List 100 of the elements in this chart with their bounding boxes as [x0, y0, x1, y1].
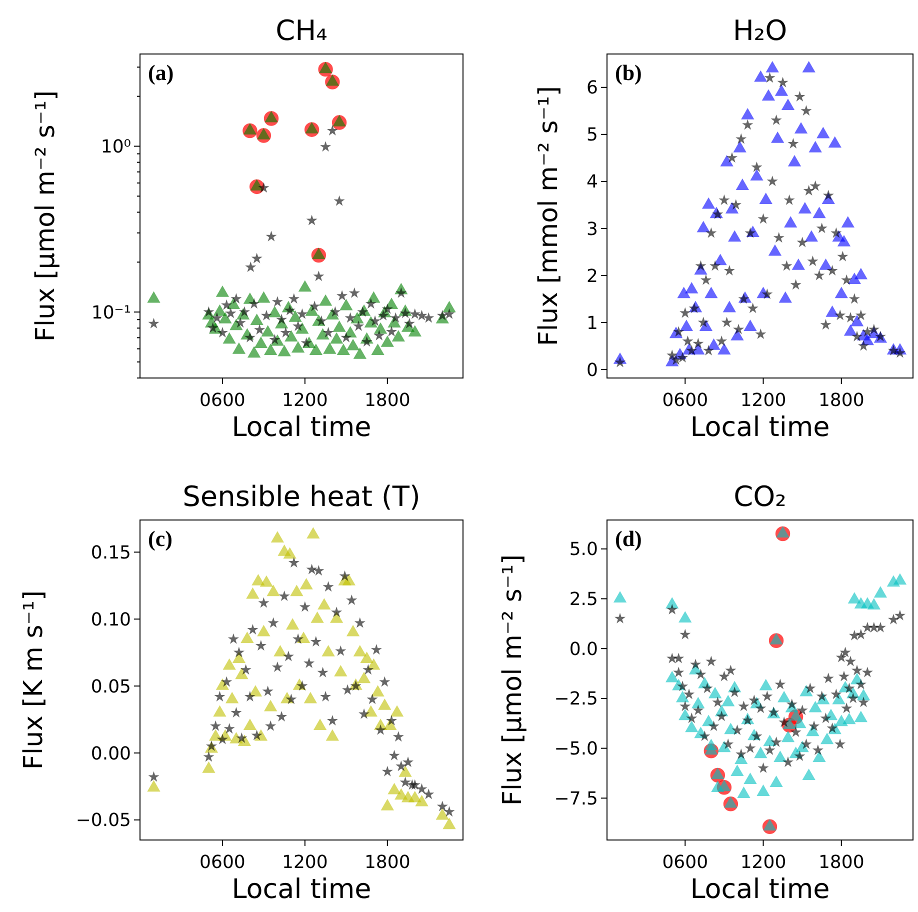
- x-tick-label: 0600: [200, 390, 246, 411]
- y-tick-label: 5.0: [569, 539, 598, 560]
- point: [244, 332, 256, 342]
- x-tick-label: 1200: [282, 390, 328, 411]
- point: [710, 768, 726, 783]
- point: [436, 310, 448, 320]
- y-tick-label: 0: [586, 360, 598, 381]
- y-tick-label: −5.0: [554, 738, 598, 760]
- chart-title: H₂O: [732, 14, 788, 47]
- point: [230, 293, 242, 304]
- point: [386, 326, 398, 336]
- x-axis-title: Local time: [232, 874, 372, 905]
- y-tick-label: 5: [586, 124, 598, 146]
- point: [704, 744, 719, 758]
- point: [390, 312, 402, 323]
- x-tick-label: 1800: [818, 852, 864, 873]
- point: [238, 306, 250, 317]
- point: [716, 780, 732, 795]
- y-tick-label: 10⁰: [100, 136, 131, 158]
- y-tick-label: 0.00: [90, 743, 131, 764]
- point: [775, 526, 790, 542]
- x-tick-label: 1800: [364, 390, 410, 411]
- point: [396, 287, 407, 298]
- chart-title: CH₄: [276, 14, 328, 47]
- point: [365, 298, 376, 309]
- point: [344, 312, 356, 323]
- point: [292, 320, 304, 332]
- point: [313, 270, 324, 282]
- point: [296, 308, 308, 319]
- point: [340, 332, 352, 342]
- y-tick-label: 0.10: [90, 609, 131, 630]
- point: [272, 296, 283, 307]
- point: [348, 287, 360, 298]
- chart-title: Sensible heat (T): [182, 480, 420, 513]
- point: [334, 195, 345, 206]
- point: [306, 214, 318, 226]
- point: [260, 310, 272, 320]
- annotation: (d): [615, 526, 642, 551]
- y-tick-label: 1: [586, 312, 598, 334]
- x-tick-label: 0600: [662, 390, 708, 411]
- y-axis-title: Flux [μmol m⁻² s⁻¹]: [498, 554, 528, 806]
- point: [444, 308, 455, 319]
- y-tick-label: 2.5: [569, 589, 598, 610]
- point: [264, 111, 279, 126]
- point: [276, 314, 288, 324]
- y-axis-title: Flux [μmol m⁻² s⁻¹]: [31, 90, 62, 342]
- point: [374, 330, 385, 340]
- point: [304, 122, 320, 137]
- point: [249, 179, 264, 194]
- chart-title: CO₂: [734, 480, 786, 513]
- point: [284, 304, 296, 316]
- point: [266, 230, 277, 242]
- point: [361, 336, 372, 347]
- annotation: (b): [615, 60, 642, 85]
- point: [216, 326, 228, 338]
- point: [320, 141, 332, 152]
- point: [280, 326, 292, 338]
- point: [311, 248, 326, 263]
- point: [400, 308, 411, 318]
- point: [326, 124, 338, 136]
- y-tick-label: 6: [586, 78, 598, 99]
- point: [768, 633, 784, 648]
- y-tick-label: 2: [586, 266, 598, 287]
- point: [723, 796, 738, 812]
- point: [309, 300, 320, 312]
- x-tick-label: 0600: [662, 852, 708, 873]
- point: [357, 306, 368, 317]
- point: [316, 315, 327, 326]
- y-axis-title: Flux [K m s⁻¹]: [19, 590, 50, 770]
- point: [251, 252, 262, 264]
- x-axis-title: Local time: [232, 412, 372, 443]
- x-tick-label: 1200: [282, 852, 328, 873]
- annotation: (a): [148, 60, 174, 85]
- point: [148, 318, 160, 328]
- point: [225, 308, 236, 318]
- y-tick-label: 0.15: [90, 542, 131, 564]
- x-axis-title: Local time: [690, 874, 830, 905]
- point: [288, 293, 300, 304]
- x-axis-title: Local time: [690, 412, 830, 443]
- point: [207, 322, 218, 333]
- point: [256, 128, 272, 143]
- y-tick-label: 0.0: [569, 638, 598, 660]
- point: [409, 308, 420, 319]
- point: [318, 62, 333, 77]
- x-tick-label: 1800: [364, 852, 410, 873]
- point: [203, 306, 214, 317]
- point: [378, 310, 389, 320]
- point: [248, 298, 260, 309]
- x-tick-label: 1200: [740, 852, 786, 873]
- point: [242, 123, 258, 138]
- point: [211, 312, 223, 323]
- y-tick-label: −7.5: [554, 788, 598, 810]
- point: [245, 262, 256, 272]
- point: [322, 326, 334, 338]
- point: [762, 819, 778, 834]
- y-tick-label: 0.05: [90, 676, 131, 698]
- point: [336, 290, 348, 301]
- point: [221, 299, 232, 310]
- x-tick-label: 1200: [740, 390, 786, 411]
- y-tick-label: −0.05: [76, 810, 131, 832]
